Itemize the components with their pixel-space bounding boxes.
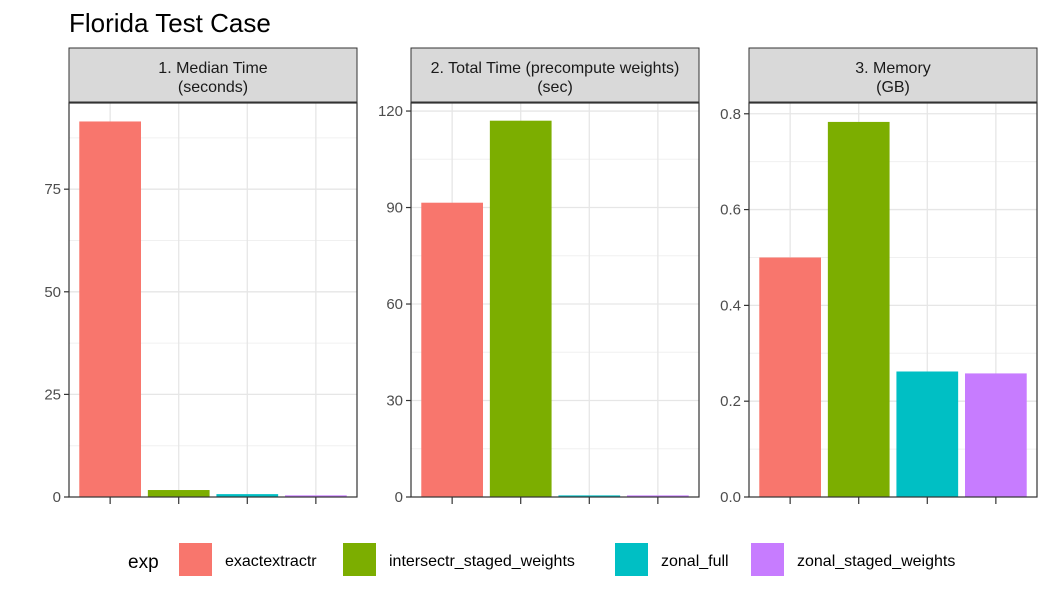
bar [79,121,141,497]
facet-strip-label: 2. Total Time (precompute weights) [431,60,680,77]
y-tick-label: 60 [386,296,403,313]
panel-border [748,102,1038,498]
legend-key [343,543,376,576]
facet-strip [410,47,700,103]
legend-key [179,543,212,576]
bar [965,373,1027,497]
facet-strip-label: 1. Median Time [158,60,267,77]
bar [627,495,689,497]
legend-label: zonal_full [661,553,729,570]
bar [896,371,959,497]
y-tick-label: 0.0 [720,489,741,506]
facet-strip-label: (seconds) [178,79,248,96]
y-tick-label: 75 [44,181,61,198]
facet-strip-label: (GB) [876,79,910,96]
facet-panels: 1. Median Time (seconds) 0 25 50 75 2. Total T… [44,47,1038,506]
y-tick-label: 50 [44,284,61,301]
y-tick-label: 30 [386,393,403,410]
y-tick-label: 0 [53,489,61,506]
legend-key [615,543,648,576]
bar [489,120,552,498]
bar [759,257,821,497]
y-tick-label: 0.8 [720,106,741,123]
y-tick-label: 0.2 [720,393,741,410]
facet-panel: 3. Memory (GB) 0.0 0.2 0.4 0.6 0.8 [720,47,1038,506]
y-tick-label: 120 [378,103,403,120]
facet-strip [748,47,1038,103]
legend-title: exp [128,552,159,573]
y-tick-label: 90 [386,200,403,217]
bar [147,490,210,497]
legend-label: intersectr_staged_weights [389,553,575,570]
panel-border [68,102,358,498]
bar [216,494,279,497]
facet-strip [68,47,358,103]
legend-label: zonal_staged_weights [797,553,955,570]
legend-key [751,543,784,576]
panel-border [410,102,700,498]
facet-strip-label: 3. Memory [855,60,931,77]
y-tick-label: 0.6 [720,202,741,219]
facet-panel: 1. Median Time (seconds) 0 25 50 75 [44,47,358,506]
y-tick-label: 25 [44,386,61,403]
bar [421,202,483,497]
chart-title: Florida Test Case [69,8,271,38]
facet-strip-label: (sec) [537,79,573,96]
y-tick-label: 0 [395,489,403,506]
legend: exp exactextractr intersectr_staged_weight… [128,543,955,576]
facet-panel: 2. Total Time (precompute weights) (sec) 0… [378,47,700,506]
y-tick-label: 0.4 [720,297,741,314]
bar [285,495,347,497]
legend-label: exactextractr [225,553,317,570]
bar [827,121,890,498]
bar [558,495,621,497]
